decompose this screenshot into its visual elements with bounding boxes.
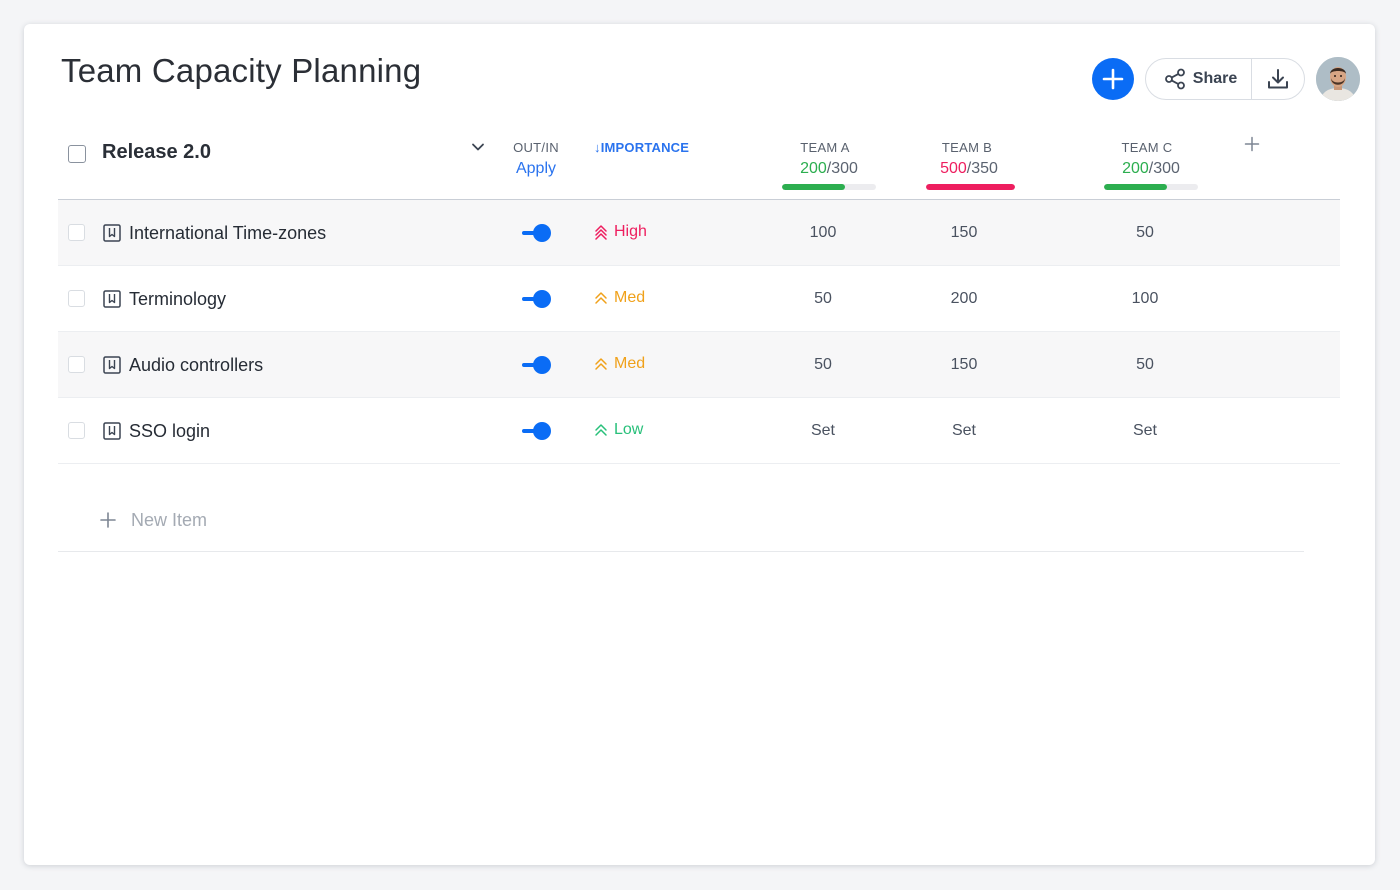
apply-link[interactable]: Apply — [515, 160, 557, 177]
group-name: Release 2.0 — [102, 141, 211, 163]
planning-board: Team Capacity Planning Share — [24, 24, 1375, 865]
team-c-total: /300 — [1148, 160, 1180, 177]
out-in-toggle[interactable] — [522, 422, 552, 440]
team-b-capacity-bar — [926, 184, 1015, 190]
table-row[interactable]: International Time-zones High 100 150 50 — [58, 200, 1340, 266]
out-in-toggle[interactable] — [522, 224, 552, 242]
team-c-cell[interactable]: 100 — [1131, 290, 1159, 307]
plus-icon — [1102, 68, 1124, 90]
priority-badge[interactable]: High — [594, 223, 647, 241]
select-all-checkbox[interactable] — [68, 145, 86, 163]
share-download-group: Share — [1145, 58, 1305, 100]
table-row[interactable]: SSO login Low Set Set Set — [58, 398, 1340, 464]
group-header: Release 2.0 OUT/IN Apply ↓IMPORTANCE TEA… — [58, 124, 1340, 200]
add-column-button[interactable] — [1244, 136, 1260, 157]
team-c-cell[interactable]: 50 — [1136, 356, 1154, 373]
team-b-capacity-fill — [926, 184, 1015, 190]
team-c-cell[interactable]: 50 — [1136, 224, 1154, 241]
team-c-header: TEAM C — [1121, 140, 1173, 155]
download-button[interactable] — [1252, 59, 1304, 99]
item-name[interactable]: Audio controllers — [129, 355, 264, 375]
team-a-cell[interactable]: 50 — [814, 356, 832, 373]
priority-label: High — [614, 223, 647, 240]
team-b-cell[interactable]: 200 — [950, 290, 978, 307]
team-c-used: 200 — [1122, 160, 1149, 177]
team-b-header: TEAM B — [941, 140, 993, 155]
plus-icon — [100, 512, 116, 528]
item-name[interactable]: Terminology — [129, 289, 227, 309]
user-avatar-icon — [1316, 57, 1360, 101]
priority-badge[interactable]: Med — [594, 289, 645, 307]
team-a-capacity-fill — [782, 184, 845, 190]
priority-chevrons-icon — [595, 292, 607, 304]
team-a-cell[interactable]: 100 — [809, 224, 837, 241]
priority-chevrons-icon — [595, 225, 607, 240]
team-b-total: /350 — [966, 160, 998, 177]
team-a-total: /300 — [826, 160, 858, 177]
new-item-button[interactable]: New Item — [58, 487, 1304, 552]
share-icon — [1164, 68, 1185, 90]
team-c-cell[interactable]: Set — [1132, 422, 1157, 439]
out-in-toggle[interactable] — [522, 290, 552, 308]
team-b-cell[interactable]: 150 — [950, 224, 978, 241]
table-row[interactable]: Audio controllers Med 50 150 50 — [58, 332, 1340, 398]
priority-badge[interactable]: Low — [594, 421, 643, 439]
team-c-capacity: 200/300 — [1092, 160, 1210, 178]
priority-label: Low — [614, 421, 644, 438]
story-icon — [103, 356, 121, 374]
team-a-cell[interactable]: 50 — [814, 290, 832, 307]
story-icon — [103, 290, 121, 308]
new-item-label: New Item — [131, 510, 208, 530]
add-button[interactable] — [1092, 58, 1134, 100]
sort-down-arrow-icon: ↓ — [594, 140, 601, 155]
priority-label: Med — [614, 355, 646, 372]
importance-header-label: IMPORTANCE — [600, 140, 690, 155]
out-in-toggle[interactable] — [522, 356, 552, 374]
group-collapse-toggle[interactable] — [470, 140, 486, 158]
team-b-cell[interactable]: 150 — [950, 356, 978, 373]
share-button[interactable]: Share — [1146, 59, 1252, 99]
page-title: Team Capacity Planning — [61, 52, 422, 89]
team-a-header: TEAM A — [800, 140, 850, 155]
team-a-used: 200 — [800, 160, 827, 177]
team-c-capacity-fill — [1104, 184, 1167, 190]
team-a-cell[interactable]: Set — [810, 422, 835, 439]
team-b-cell[interactable]: Set — [951, 422, 976, 439]
priority-chevrons-icon — [595, 424, 607, 436]
table-row[interactable]: Terminology Med 50 200 100 — [58, 266, 1340, 332]
row-checkbox[interactable] — [68, 356, 85, 373]
team-a-capacity-bar — [782, 184, 876, 190]
row-checkbox[interactable] — [68, 224, 85, 241]
priority-label: Med — [614, 289, 646, 306]
item-name[interactable]: SSO login — [129, 421, 211, 441]
row-checkbox[interactable] — [68, 422, 85, 439]
priority-chevrons-icon — [595, 358, 607, 370]
out-in-header: OUT/IN — [513, 140, 559, 155]
share-label: Share — [1192, 70, 1238, 87]
team-a-capacity: 200/300 — [770, 160, 888, 178]
priority-badge[interactable]: Med — [594, 355, 645, 373]
download-icon — [1268, 69, 1288, 89]
row-checkbox[interactable] — [68, 290, 85, 307]
avatar[interactable] — [1316, 57, 1360, 101]
chevron-down-icon — [472, 143, 484, 151]
plus-icon — [1244, 136, 1260, 152]
team-b-capacity: 500/350 — [910, 160, 1028, 178]
story-icon — [103, 224, 121, 242]
team-b-used: 500 — [940, 160, 967, 177]
item-name[interactable]: International Time-zones — [129, 223, 327, 243]
story-icon — [103, 422, 121, 440]
team-c-capacity-bar — [1104, 184, 1198, 190]
importance-sort-header[interactable]: ↓IMPORTANCE — [594, 140, 689, 155]
